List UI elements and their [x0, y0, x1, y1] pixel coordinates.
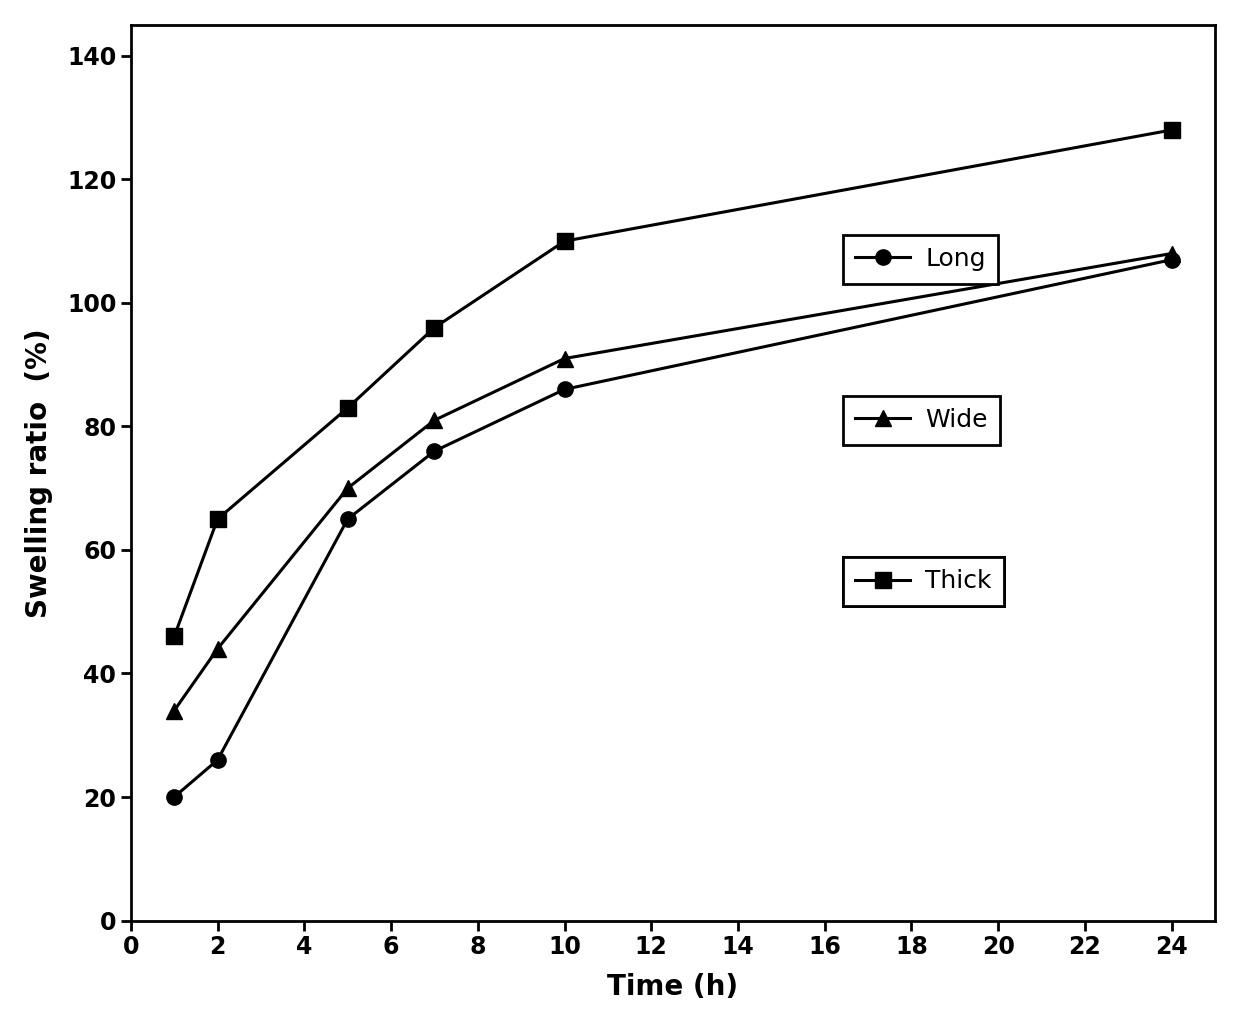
- Wide: [210, 642, 224, 655]
- Thick: [210, 513, 224, 525]
- Thick: [166, 630, 181, 642]
- X-axis label: Time (h): Time (h): [608, 973, 739, 1001]
- Legend: Thick: Thick: [843, 557, 1004, 606]
- Long: [557, 384, 572, 396]
- Line: Wide: Wide: [166, 246, 1179, 718]
- Wide: [340, 482, 355, 495]
- Thick: [1164, 124, 1179, 136]
- Long: [166, 791, 181, 803]
- Long: [340, 513, 355, 525]
- Long: [427, 445, 441, 458]
- Wide: [1164, 247, 1179, 260]
- Wide: [166, 705, 181, 717]
- Line: Long: Long: [166, 252, 1179, 804]
- Wide: [427, 415, 441, 427]
- Thick: [427, 321, 441, 333]
- Thick: [340, 402, 355, 415]
- Long: [1164, 253, 1179, 266]
- Wide: [557, 352, 572, 364]
- Thick: [557, 235, 572, 247]
- Y-axis label: Swelling ratio  (%): Swelling ratio (%): [25, 328, 53, 618]
- Line: Thick: Thick: [166, 122, 1179, 644]
- Long: [210, 754, 224, 766]
